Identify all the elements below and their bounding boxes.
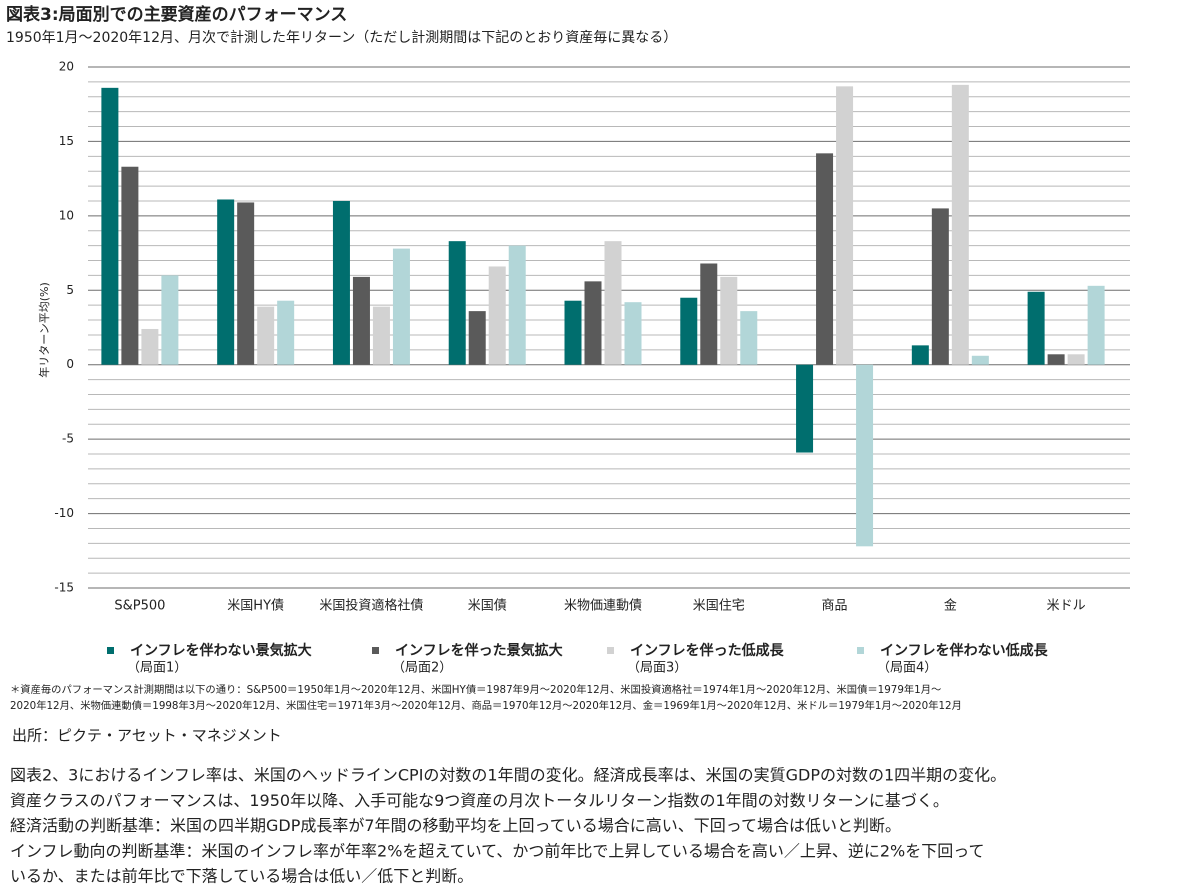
- bar: [332, 200, 350, 365]
- bar: [836, 86, 854, 365]
- legend-phase: （局面1）: [127, 661, 187, 676]
- y-axis-label: 年リターン平均(%): [37, 282, 51, 378]
- bar: [352, 276, 370, 365]
- chart-title: 図表3:局面別での主要資産のパフォーマンス: [6, 4, 347, 25]
- bar: [1067, 354, 1085, 365]
- legend-label: インフレを伴った低成長: [630, 642, 785, 659]
- bar: [448, 241, 466, 365]
- bar: [951, 84, 969, 365]
- y-tick-label: 0: [66, 357, 74, 371]
- legend-phase: （局面2）: [392, 661, 452, 676]
- y-tick-label: -5: [62, 432, 74, 446]
- bar: [488, 266, 506, 365]
- bar: [604, 241, 622, 365]
- bar: [624, 302, 642, 365]
- bar: [584, 281, 602, 365]
- y-tick-label: 20: [59, 60, 74, 74]
- bar: [508, 245, 526, 365]
- x-tick-label: 商品: [822, 599, 848, 614]
- x-tick-label: 米国投資適格社債: [319, 598, 423, 614]
- x-tick-label: S&P500: [114, 599, 165, 614]
- bar: [680, 297, 698, 365]
- y-tick-label: -10: [54, 506, 74, 520]
- bar: [1047, 354, 1065, 365]
- bar: [564, 300, 582, 365]
- bar: [468, 311, 486, 365]
- x-tick-label: 米物価連動債: [564, 599, 642, 614]
- bar: [720, 276, 738, 365]
- note: インフレ動向の判断基準：米国のインフレ率が年率2%を超えていて、かつ前年比で上昇…: [10, 841, 984, 860]
- legend-label: インフレを伴わない低成長: [880, 642, 1049, 659]
- x-tick-label: 米ドル: [1047, 599, 1086, 614]
- chart-subtitle: 1950年1月～2020年12月、月次で計測した年リターン（ただし計測期間は下記…: [6, 29, 677, 46]
- bar: [856, 364, 874, 547]
- footnote: 2020年12月、米物価連動債＝1998年3月～2020年12月、米国住宅＝19…: [10, 699, 962, 712]
- legend-phase: （局面4）: [877, 661, 937, 676]
- y-tick-label: 15: [59, 134, 74, 148]
- bar: [141, 328, 159, 365]
- legend-phase: （局面3）: [627, 661, 687, 676]
- bar: [101, 87, 119, 365]
- y-tick-label: -15: [54, 581, 74, 595]
- legend-label: インフレを伴った景気拡大: [395, 642, 563, 659]
- bar: [816, 153, 834, 365]
- x-tick-label: 米国債: [468, 599, 507, 614]
- x-tick-label: 金: [944, 598, 957, 614]
- footnote: ＊資産毎のパフォーマンス計測期間は以下の通り：S&P500＝1950年1月～20…: [10, 683, 941, 696]
- note: 図表2、3におけるインフレ率は、米国のヘッドラインCPIの対数の1年間の変化。経…: [10, 766, 1006, 785]
- bar: [372, 306, 390, 365]
- bar: [277, 300, 295, 365]
- x-tick-label: 米国住宅: [693, 599, 745, 614]
- legend-label: インフレを伴わない景気拡大: [130, 642, 312, 659]
- legend-swatch: [607, 647, 614, 654]
- bar: [740, 311, 758, 365]
- bar: [971, 355, 989, 365]
- x-tick-label: 米国HY債: [227, 599, 284, 614]
- note: 経済活動の判断基準：米国の四半期GDP成長率が7年間の移動平均を上回っている場合…: [10, 816, 901, 835]
- bar: [392, 248, 410, 365]
- bar: [257, 306, 275, 365]
- y-tick-label: 10: [59, 208, 74, 222]
- bar: [911, 345, 929, 365]
- bar: [1027, 291, 1045, 365]
- note: 資産クラスのパフォーマンスは、1950年以降、入手可能な9つ資産の月次トータルリ…: [10, 791, 949, 810]
- bar: [217, 199, 235, 365]
- source: 出所：ピクテ・アセット・マネジメント: [12, 727, 282, 745]
- bar: [796, 364, 814, 453]
- bar: [161, 275, 179, 365]
- bar: [931, 208, 949, 365]
- bar: [1087, 285, 1105, 365]
- bar: [700, 263, 718, 365]
- legend-swatch: [372, 647, 379, 654]
- y-tick-label: 5: [66, 283, 74, 297]
- bar: [121, 166, 139, 365]
- note: いるか、または前年比で下落している場合は低い／低下と判断。: [10, 867, 473, 886]
- bar: [237, 202, 255, 365]
- legend-swatch: [857, 647, 864, 654]
- legend-swatch: [107, 647, 114, 654]
